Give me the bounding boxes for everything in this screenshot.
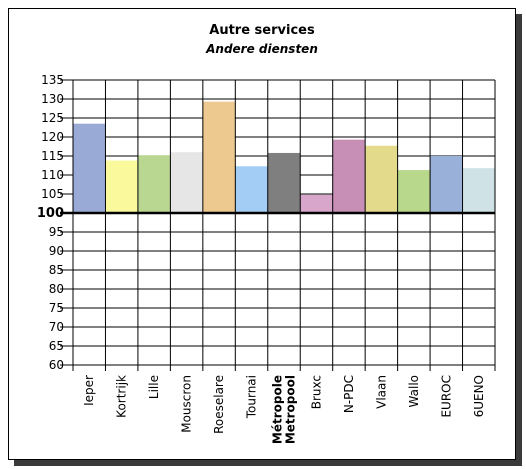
x-tick-label: Wallo bbox=[407, 375, 421, 407]
chart-title: Autre services bbox=[209, 23, 315, 38]
x-tick-label: Lille bbox=[147, 375, 161, 399]
y-tick-label: 130 bbox=[41, 92, 64, 106]
bar bbox=[430, 156, 463, 213]
x-tick-label: EUROC bbox=[439, 375, 453, 418]
y-tick-label: 95 bbox=[49, 225, 64, 239]
x-tick-label: Métropole bbox=[271, 375, 285, 444]
y-tick-label: 60 bbox=[49, 358, 64, 372]
y-tick-label: 65 bbox=[49, 339, 64, 353]
y-tick-label: 110 bbox=[41, 168, 64, 182]
x-tick-label: Mouscron bbox=[180, 375, 194, 433]
bar bbox=[300, 194, 333, 213]
y-tick-label: 125 bbox=[41, 111, 64, 125]
chart-subtitle: Andere diensten bbox=[206, 42, 318, 56]
y-tick-label: 135 bbox=[41, 73, 64, 87]
x-tick-label: Vlaan bbox=[374, 375, 388, 409]
y-tick-label: 120 bbox=[41, 130, 64, 144]
y-tick-label: 80 bbox=[49, 282, 64, 296]
x-tick-label: N-PDC bbox=[342, 375, 356, 413]
x-tick-label: Kortrijk bbox=[115, 375, 129, 418]
x-tick-label: Tournai bbox=[245, 375, 259, 419]
x-tick-label: Ieper bbox=[82, 375, 96, 406]
bar bbox=[202, 101, 236, 213]
bar bbox=[267, 152, 301, 213]
y-tick-label: 115 bbox=[41, 149, 64, 163]
bar bbox=[137, 155, 171, 213]
y-tick-label: 85 bbox=[49, 263, 64, 277]
bar bbox=[73, 123, 106, 213]
y-tick-label: 105 bbox=[41, 187, 64, 201]
bar bbox=[397, 170, 431, 213]
y-tick-label: 70 bbox=[49, 320, 64, 334]
bar bbox=[170, 152, 203, 213]
y-tick-label: 100 bbox=[37, 206, 64, 221]
chart-frame: Autre services Andere diensten bbox=[8, 8, 516, 460]
y-tick-label: 75 bbox=[49, 301, 64, 315]
y-tick-label: 90 bbox=[49, 244, 64, 258]
bar bbox=[235, 166, 268, 213]
bar bbox=[332, 139, 366, 213]
bar bbox=[462, 168, 495, 213]
x-tick-label: Metropool bbox=[284, 375, 298, 444]
x-tick-label: Roeselare bbox=[212, 375, 226, 434]
x-tick-label: 6UENO bbox=[472, 375, 486, 417]
x-tick-label: Bruxc bbox=[309, 375, 323, 409]
bar bbox=[365, 145, 398, 213]
bar bbox=[105, 160, 138, 213]
